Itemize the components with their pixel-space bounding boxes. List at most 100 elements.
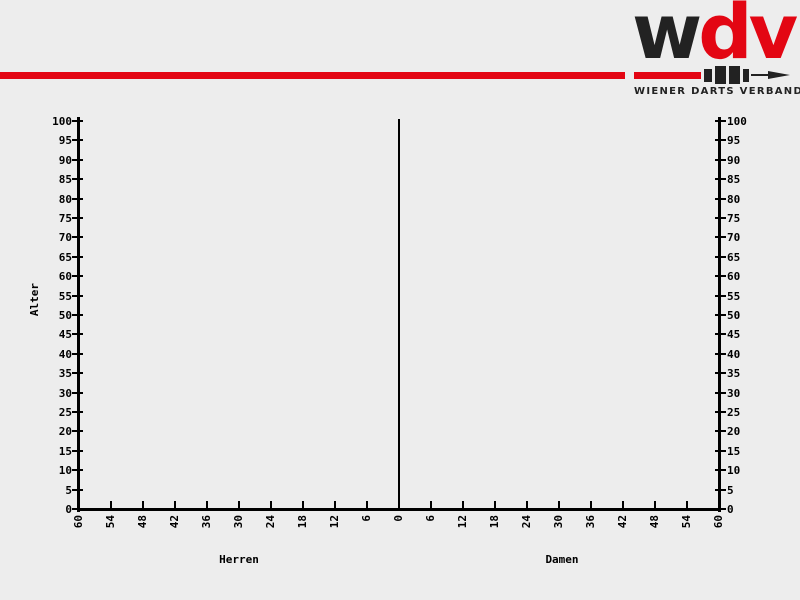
y-tick-label-right: 20 [727,425,741,439]
y-tick-left [72,139,83,142]
y-tick-left [72,508,83,510]
y-tick-label-left: 100 [52,115,72,128]
dart-flight-segment-icon [743,69,749,82]
y-tick-left [72,411,83,413]
x-tick-label: 0 [392,515,405,522]
y-tick-label-right: 10 [727,464,741,478]
y-tick-left [72,275,83,278]
zero-baseline [398,119,400,508]
y-tick-label-left: 55 [58,289,72,303]
damen-axis-title: Damen [545,553,579,566]
x-tick-label: 12 [328,515,341,529]
y-tick-label-right: 80 [727,192,741,206]
logo-letter-w: w [632,0,702,76]
x-tick [558,501,560,511]
y-tick-right [715,372,726,375]
y-tick-label-left: 65 [58,250,72,264]
x-tick-label: 36 [584,515,597,529]
x-tick [270,501,272,511]
y-tick-label-right: 5 [727,483,734,497]
dart-point-icon [768,71,790,79]
y-tick-right [715,139,726,142]
y-tick-left [72,469,83,472]
y-tick-right [715,430,726,433]
x-tick-label: 18 [488,515,501,529]
y-tick-left [72,236,83,239]
x-tick [462,501,464,511]
x-tick-label: 24 [520,515,533,529]
y-tick-right [715,469,726,472]
x-tick-label: 30 [552,515,565,529]
y-tick-left [72,488,83,491]
x-tick [718,501,720,511]
x-tick-label: 60 [712,515,725,529]
y-tick-right [715,314,726,316]
y-tick-label-right: 60 [727,270,741,284]
x-tick [334,501,336,511]
y-tick-right [715,508,726,510]
y-tick-label-right: 40 [727,347,741,361]
y-tick-label-right: 35 [727,367,741,381]
y-tick-left [72,314,83,316]
y-tick-right [715,488,726,491]
header-red-bar [0,72,625,79]
y-tick-left [72,255,83,258]
dart-shaft-icon [751,74,773,76]
x-tick [206,501,208,511]
x-tick [430,501,432,511]
y-tick-label-right: 85 [727,173,741,187]
x-tick [78,501,80,511]
y-tick-label-right: 45 [727,328,741,342]
x-tick-label: 12 [456,515,469,529]
x-tick-label: 42 [168,515,181,529]
y-tick-label-right: 100 [727,115,747,128]
y-tick-label-right: 70 [727,231,741,245]
y-axis-title: Alter [28,283,41,317]
y-tick-right [715,255,726,258]
y-tick-left [72,294,83,297]
y-tick-label-right: 25 [727,406,741,419]
x-tick-label: 6 [424,515,437,522]
x-tick-label: 18 [296,515,309,529]
x-tick-label: 30 [232,515,245,529]
y-tick-label-left: 85 [58,173,72,187]
y-tick-label-right: 95 [727,134,741,148]
y-tick-right [715,275,726,278]
x-tick [174,501,176,511]
y-tick-label-right: 30 [727,386,741,400]
y-tick-left [72,197,83,200]
x-tick-label: 54 [680,515,693,529]
dart-flight-segment-icon [729,66,740,84]
y-tick-label-left: 30 [58,386,72,400]
x-tick-label: 42 [616,515,629,529]
x-tick [302,501,304,511]
y-tick-label-left: 90 [58,153,72,167]
y-tick-label-left: 10 [58,464,72,478]
y-tick-left [72,352,83,355]
y-tick-right [715,352,726,355]
x-tick [142,501,144,511]
x-tick [654,501,656,511]
y-tick-right [715,178,726,181]
x-tick [686,501,688,511]
x-tick [238,501,240,511]
y-tick-label-left: 50 [58,309,72,322]
y-tick-label-right: 65 [727,250,741,264]
x-tick [590,501,592,511]
y-tick-left [72,391,83,394]
y-tick-label-left: 45 [58,328,72,342]
y-tick-left [72,430,83,433]
x-tick [366,501,368,511]
dart-flight-segment-icon [704,69,712,82]
x-tick-label: 48 [136,515,149,529]
y-tick-label-right: 75 [727,212,741,225]
y-tick-right [715,120,726,122]
x-tick-label: 48 [648,515,661,529]
y-tick-left [72,449,83,452]
x-tick-label: 6 [360,515,373,522]
logo-letter-d: d [698,0,752,76]
logo-subtitle: WIENER DARTS VERBAND [634,86,800,97]
y-tick-right [715,333,726,336]
